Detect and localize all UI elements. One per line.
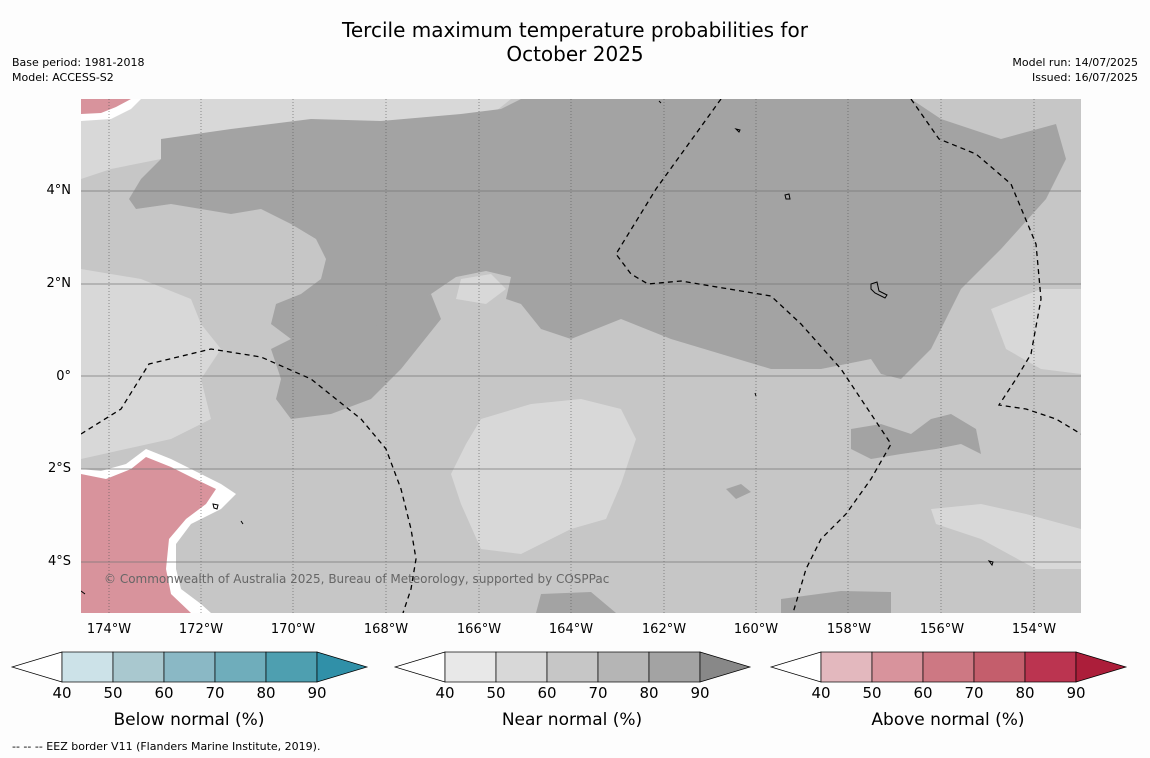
lon-label-170w: 170°W (270, 622, 316, 637)
near-colorbar-segment (546, 651, 599, 683)
below-colorbar-segment (61, 651, 114, 683)
below-tick-50: 50 (103, 684, 123, 702)
below-colorbar-high-extension (316, 651, 369, 683)
near-tick-80: 80 (639, 684, 659, 702)
below-colorbar-segment (265, 651, 318, 683)
island-9 (754, 392, 757, 397)
island-5 (658, 100, 662, 104)
lat-label-4s: 4°S (47, 554, 71, 569)
title-line-1: Tercile maximum temperature probabilitie… (342, 18, 808, 42)
above-tick-80: 80 (1015, 684, 1035, 702)
eez-borders (81, 99, 1081, 613)
near-normal-80-region-south (536, 592, 616, 613)
lon-label-154w: 154°W (1011, 622, 1057, 637)
below-tick-80: 80 (256, 684, 276, 702)
eez-footnote: -- -- -- EEZ border V11 (Flanders Marine… (12, 740, 321, 753)
below-tick-60: 60 (154, 684, 174, 702)
chart-title: Tercile maximum temperature probabilitie… (0, 18, 1150, 66)
near-normal-50-region-se (931, 504, 1081, 569)
eez-border-center (615, 99, 892, 613)
eez-border-east (910, 99, 1081, 435)
near-colorbar-high-extension (699, 651, 752, 683)
above-colorbar-segment (820, 651, 873, 683)
issued-date: Issued: 16/07/2025 (1031, 71, 1138, 84)
lat-label-4n: 4°N (46, 183, 72, 198)
island-4 (734, 128, 741, 133)
near-normal-80-region-mid-west (271, 294, 441, 419)
below-colorbar-segment (214, 651, 267, 683)
eez-border-west (81, 348, 417, 613)
above-colorbar-segment (922, 651, 975, 683)
lat-label-2n: 2°N (46, 276, 72, 291)
near-normal-80-region-dot (726, 484, 751, 499)
island-6 (987, 560, 994, 567)
above-tick-70: 70 (964, 684, 984, 702)
near-normal-80-region-south-east (781, 591, 891, 613)
above-tick-90: 90 (1066, 684, 1086, 702)
above-colorbar-segment (973, 651, 1026, 683)
above-tick-60: 60 (913, 684, 933, 702)
lon-label-166w: 166°W (456, 622, 502, 637)
above-normal-region-nw (81, 99, 131, 114)
above-colorbar-segment (871, 651, 924, 683)
near-normal-title: Near normal (%) (501, 710, 643, 730)
lon-label-174w: 174°W (86, 622, 132, 637)
above-normal-region-sw (81, 457, 216, 613)
lon-label-158w: 158°W (826, 622, 872, 637)
island-1 (784, 193, 791, 200)
below-colorbar-segment (112, 651, 165, 683)
above-colorbar-segment (1024, 651, 1077, 683)
base-period: Base period: 1981-2018 (12, 56, 145, 69)
below-normal-title: Below normal (%) (113, 710, 265, 730)
lon-label-160w: 160°W (733, 622, 779, 637)
islands (81, 100, 994, 595)
island-7 (81, 590, 86, 595)
meta-left: Base period: 1981-2018 Model: ACCESS-S2 (12, 55, 144, 85)
latitude-gridlines (81, 190, 1081, 563)
below-tick-40: 40 (52, 684, 72, 702)
above-normal-title: Above normal (%) (871, 710, 1025, 730)
island-8 (240, 520, 244, 525)
lat-label-2s: 2°S (47, 461, 71, 476)
near-normal-50-region-east (991, 289, 1081, 374)
below-tick-90: 90 (307, 684, 327, 702)
near-colorbar-segment (597, 651, 650, 683)
near-colorbar-segment (444, 651, 497, 683)
copyright-notice: © Commonwealth of Australia 2025, Bureau… (104, 572, 610, 586)
below-tick-70: 70 (205, 684, 225, 702)
near-normal-80-region-east-patch (851, 414, 981, 459)
lon-label-164w: 164°W (548, 622, 594, 637)
near-tick-40: 40 (435, 684, 455, 702)
near-normal-50-region-nw (81, 99, 511, 179)
near-normal-80-region-north (129, 99, 1066, 379)
near-tick-60: 60 (537, 684, 557, 702)
lon-label-156w: 156°W (919, 622, 965, 637)
near-normal-50-region-south (451, 399, 636, 554)
meta-right: Model run: 14/07/2025 Issued: 16/07/2025 (1012, 55, 1138, 85)
near-tick-90: 90 (690, 684, 710, 702)
near-colorbar-low-extension (393, 651, 446, 683)
near-colorbar-segment (495, 651, 548, 683)
probability-map (81, 99, 1081, 613)
colorbars (10, 651, 1128, 683)
near-colorbar-segment (648, 651, 701, 683)
above-colorbar-high-extension (1075, 651, 1128, 683)
near-tick-50: 50 (486, 684, 506, 702)
title-line-2: October 2025 (506, 42, 644, 66)
above-tick-50: 50 (862, 684, 882, 702)
island-3 (212, 503, 219, 510)
above-colorbar-low-extension (769, 651, 822, 683)
model-name: Model: ACCESS-S2 (12, 71, 114, 84)
model-run: Model run: 14/07/2025 (1012, 56, 1138, 69)
near-tick-70: 70 (588, 684, 608, 702)
lon-label-172w: 172°W (178, 622, 224, 637)
lat-label-0: 0° (56, 369, 71, 384)
below-colorbar-segment (163, 651, 216, 683)
island-2 (870, 281, 888, 299)
lon-label-162w: 162°W (641, 622, 687, 637)
near-normal-50-region-center-patch (456, 274, 506, 304)
below-colorbar-low-extension (10, 651, 63, 683)
above-tick-40: 40 (811, 684, 831, 702)
lon-label-168w: 168°W (363, 622, 409, 637)
